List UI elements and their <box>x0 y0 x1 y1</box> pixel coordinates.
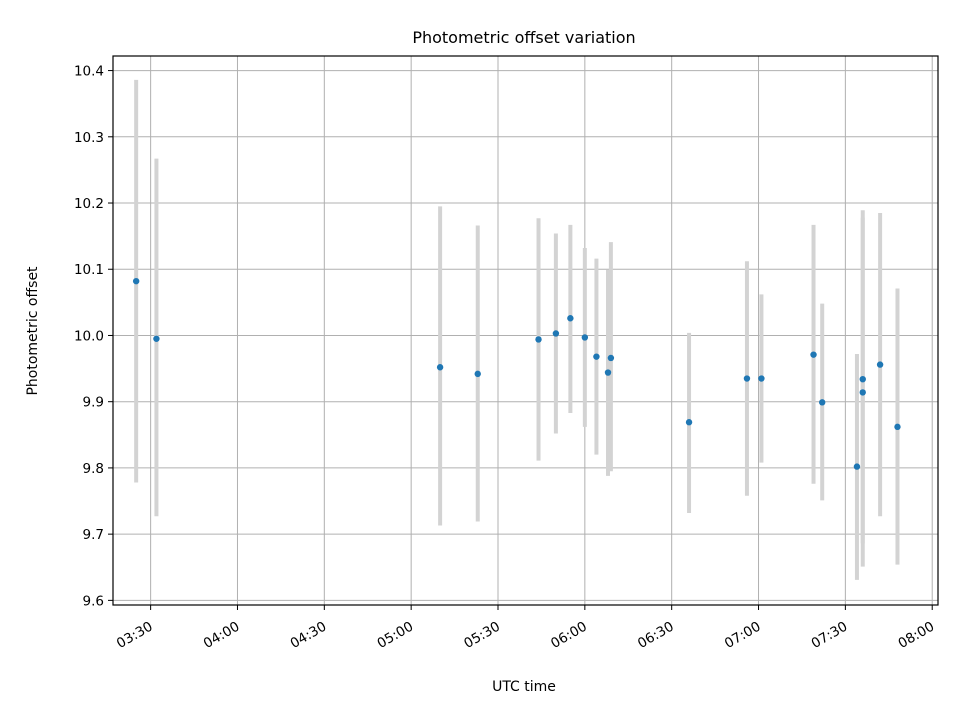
data-points <box>133 278 901 470</box>
y-tick-label: 10.3 <box>74 130 104 146</box>
data-point <box>854 463 860 469</box>
y-tick-label: 9.8 <box>83 461 104 477</box>
x-tick-label: 03:30 <box>114 619 156 652</box>
x-axis-label: UTC time <box>492 679 556 695</box>
data-point <box>605 369 611 375</box>
axis-ticks: 03:30 04:00 04:30 05:00 05:30 06:00 06:30 07:00… <box>74 64 937 652</box>
data-point <box>758 375 764 381</box>
data-point <box>894 424 900 430</box>
y-tick-label: 9.6 <box>83 593 104 609</box>
data-point <box>810 351 816 357</box>
data-point <box>686 419 692 425</box>
error-bars <box>136 80 897 580</box>
data-point <box>819 399 825 405</box>
chart-title: Photometric offset variation <box>412 28 635 47</box>
y-tick-label: 10.0 <box>74 328 104 344</box>
x-tick-label: 05:00 <box>374 619 416 652</box>
data-point <box>553 330 559 336</box>
y-tick-label: 9.9 <box>83 395 104 411</box>
x-tick-label: 06:00 <box>548 619 590 652</box>
y-tick-label: 9.7 <box>83 527 104 543</box>
y-axis-label: Photometric offset <box>25 266 41 396</box>
x-tick-label: 04:00 <box>201 619 243 652</box>
data-point <box>877 361 883 367</box>
y-tick-label: 10.2 <box>74 196 104 212</box>
data-point <box>535 336 541 342</box>
data-point <box>133 278 139 284</box>
x-tick-label: 04:30 <box>288 619 330 652</box>
data-point <box>437 364 443 370</box>
data-point <box>582 334 588 340</box>
x-tick-label: 07:00 <box>722 619 764 652</box>
data-point <box>860 376 866 382</box>
x-tick-label: 06:30 <box>635 619 677 652</box>
y-tick-label: 10.1 <box>74 262 104 278</box>
data-point <box>593 353 599 359</box>
data-point <box>153 336 159 342</box>
y-tick-label: 10.4 <box>74 64 104 80</box>
data-point <box>567 315 573 321</box>
x-tick-label: 05:30 <box>461 619 503 652</box>
x-tick-label: 07:30 <box>809 619 851 652</box>
data-point <box>744 375 750 381</box>
x-tick-label: 08:00 <box>896 619 938 652</box>
data-point <box>475 371 481 377</box>
data-point <box>608 355 614 361</box>
data-point <box>860 389 866 395</box>
photometric-offset-chart: 03:30 04:00 04:30 05:00 05:30 06:00 06:30 07:00… <box>0 0 960 720</box>
